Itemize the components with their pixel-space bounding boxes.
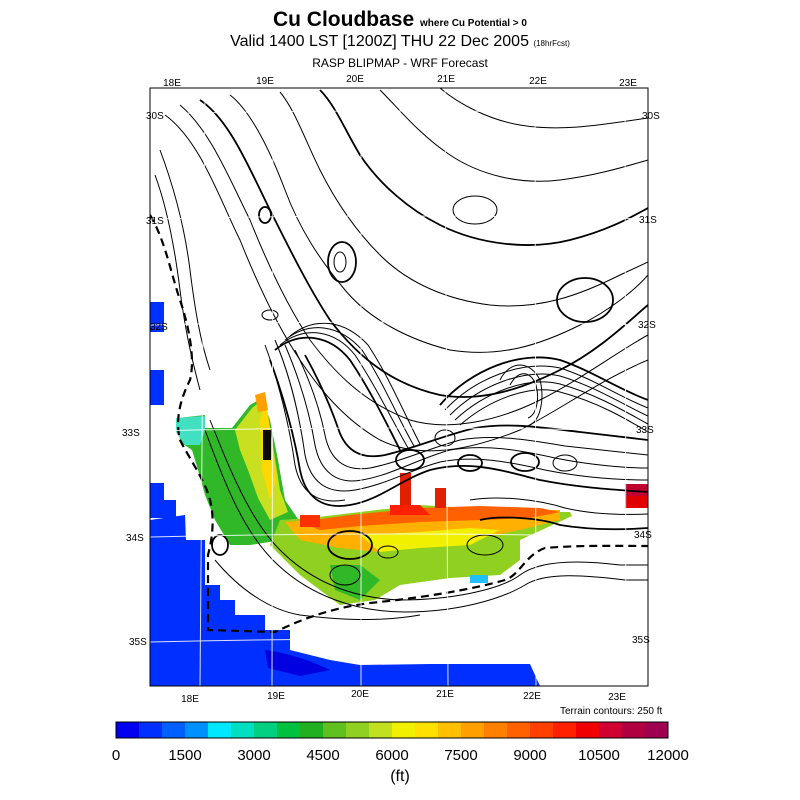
colorbar-swatch [392, 722, 416, 738]
lon-label: 20E [346, 74, 364, 85]
lat-label: 34S [634, 530, 652, 541]
valid-line: Valid 1400 LST [1200Z] THU 22 Dec 2005 [230, 33, 529, 50]
colorbar-swatch [277, 722, 301, 738]
lat-label: 33S [122, 428, 140, 439]
colorbar-ticks: 0 1500 3000 4500 6000 7500 9000 10500 12… [112, 747, 689, 764]
colorbar-swatch [645, 722, 669, 738]
colorbar-swatch [438, 722, 462, 738]
colorbar-swatch [139, 722, 163, 738]
colorbar [115, 721, 669, 739]
title-text: Cu Cloudbase [272, 8, 415, 31]
lat-label: 30S [146, 111, 164, 122]
colorbar-swatch [254, 722, 278, 738]
lat-label: 32S [638, 320, 656, 331]
colorbar-tick-label: 3000 [237, 747, 270, 764]
lat-label: 35S [632, 635, 650, 646]
lon-labels-top: 18E 19E 20E 21E 22E 23E [163, 74, 637, 89]
lon-label: 22E [529, 76, 547, 87]
lon-label: 23E [619, 78, 637, 89]
colorbar-swatch [530, 722, 554, 738]
colorbar-swatch [461, 722, 485, 738]
lon-labels-bottom: 18E 19E 20E 21E 22E 23E [181, 689, 626, 705]
colorbar-swatch [599, 722, 623, 738]
lat-label: 34S [126, 533, 144, 544]
lat-label: 31S [146, 216, 164, 227]
lon-label: 20E [351, 689, 369, 700]
colorbar-swatch [622, 722, 646, 738]
colorbar-swatch [346, 722, 370, 738]
colorbar-swatch [484, 722, 508, 738]
colorbar-tick-label: 12000 [647, 747, 689, 764]
colorbar-tick-label: 6000 [375, 747, 408, 764]
ocean-fill [150, 302, 540, 686]
colorbar-swatch [208, 722, 232, 738]
lat-label: 32S [150, 322, 168, 333]
colorbar-swatch [576, 722, 600, 738]
lon-label: 21E [437, 74, 455, 85]
lat-label: 31S [639, 215, 657, 226]
colorbar-swatch [553, 722, 577, 738]
colorbar-frame [115, 721, 669, 739]
lon-label: 19E [267, 691, 285, 702]
forecast-note: (18hrFcst) [533, 39, 570, 48]
colorbar-swatch [231, 722, 255, 738]
colorbar-tick-label: 1500 [168, 747, 201, 764]
map-frame [149, 87, 649, 687]
deep-blue-patch [265, 650, 330, 676]
cloudbase-field [176, 392, 648, 605]
colorbar-unit: (ft) [390, 768, 410, 785]
lat-labels-right: 30S 31S 32S 33S 34S 35S [632, 111, 660, 646]
colorbar-tick-label: 9000 [513, 747, 546, 764]
lon-label: 18E [163, 78, 181, 89]
colorbar-swatch [116, 722, 140, 738]
valid-time: Valid 1400 LST [1200Z] THU 22 Dec 2005 (… [0, 33, 800, 51]
lat-label: 35S [129, 637, 147, 648]
lon-label: 22E [523, 691, 541, 702]
colorbar-tick-label: 7500 [444, 747, 477, 764]
colorbar-swatch [507, 722, 531, 738]
colorbar-swatch [300, 722, 324, 738]
colorbar-swatch [323, 722, 347, 738]
lat-labels-left: 30S 31S 32S 33S 34S 35S [122, 111, 168, 648]
terrain-contours [154, 88, 648, 621]
lat-label: 30S [642, 111, 660, 122]
lon-label: 19E [256, 76, 274, 87]
colorbar-tick-label: 10500 [578, 747, 620, 764]
colorbar-swatch [415, 722, 439, 738]
colorbar-tick-label: 0 [112, 747, 120, 764]
lon-label: 18E [181, 694, 199, 705]
subtitle: RASP BLIPMAP - WRF Forecast [312, 56, 488, 70]
lon-label: 23E [608, 692, 626, 703]
colorbar-swatch [162, 722, 186, 738]
colorbar-tick-label: 4500 [306, 747, 339, 764]
graticule [150, 88, 648, 686]
map-title: Cu Cloudbase where Cu Potential > 0 [0, 8, 800, 32]
lon-label: 21E [436, 689, 454, 700]
colorbar-swatch [185, 722, 209, 738]
coastline [150, 214, 648, 634]
terrain-contour-note: Terrain contours: 250 ft [560, 706, 663, 717]
title-note: where Cu Potential > 0 [420, 18, 527, 29]
lat-label: 33S [636, 425, 654, 436]
map-area [150, 88, 648, 686]
colorbar-swatch [369, 722, 393, 738]
